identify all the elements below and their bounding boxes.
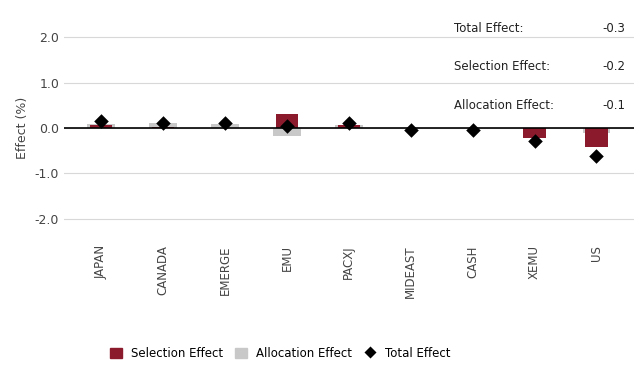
Point (158, 119, 168, 125)
Point (591, 153, 602, 159)
Point (282, 123, 292, 129)
Bar (582, 128, 611, 134)
Text: Selection Effect:: Selection Effect: (454, 60, 550, 73)
Point (529, 138, 540, 144)
Bar (276, 114, 298, 128)
Bar (152, 127, 174, 128)
Point (220, 121, 230, 127)
Bar (524, 128, 546, 138)
Point (344, 119, 354, 125)
Text: Allocation Effect:: Allocation Effect: (454, 99, 554, 112)
Bar (338, 125, 360, 128)
Point (467, 127, 477, 133)
Point (406, 127, 416, 133)
Bar (586, 128, 607, 147)
Text: Total Effect:: Total Effect: (454, 22, 524, 35)
Text: -0.2: -0.2 (602, 60, 625, 73)
Bar (211, 124, 239, 128)
Point (96, 118, 106, 124)
Bar (87, 124, 115, 128)
Bar (335, 125, 363, 128)
Y-axis label: Effect (%): Effect (%) (16, 97, 29, 159)
Text: -0.1: -0.1 (602, 99, 625, 112)
Text: -0.3: -0.3 (602, 22, 625, 35)
Bar (90, 125, 112, 128)
Bar (273, 128, 301, 136)
Legend: Selection Effect, Allocation Effect, Total Effect: Selection Effect, Allocation Effect, Tot… (105, 342, 456, 365)
Bar (149, 124, 177, 128)
